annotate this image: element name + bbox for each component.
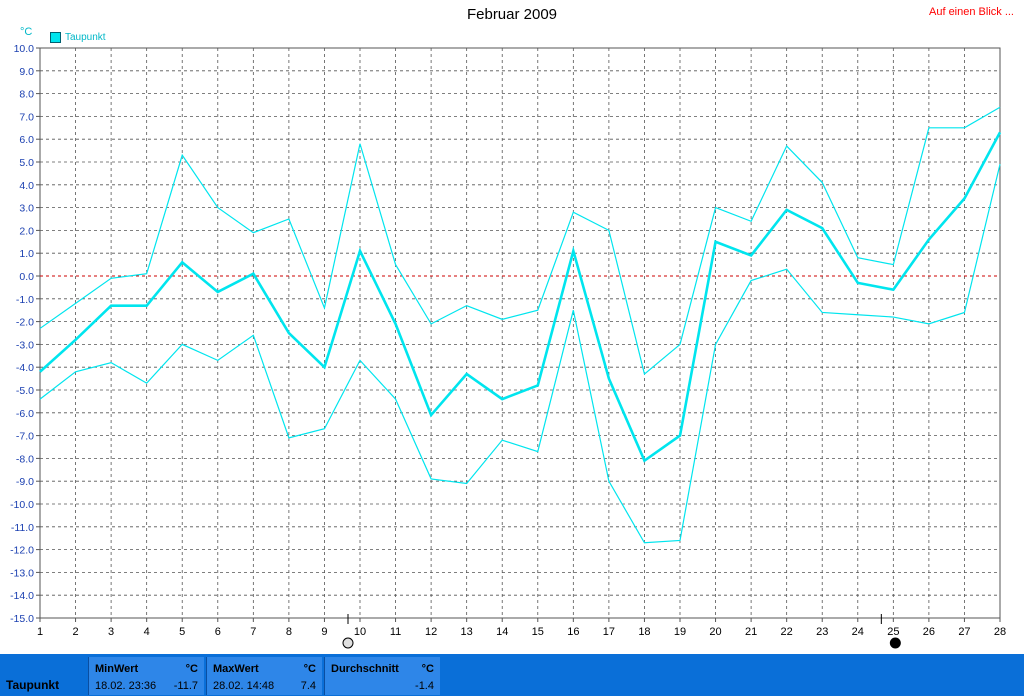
avg-unit: °C bbox=[421, 663, 434, 675]
x-tick-label: 25 bbox=[887, 626, 899, 638]
x-tick-label: 15 bbox=[532, 626, 544, 638]
x-tick-label: 16 bbox=[567, 626, 579, 638]
y-tick-label: -2.0 bbox=[16, 317, 34, 329]
min-value-box: MinWert °C 18.02. 23:36 -11.7 bbox=[88, 657, 204, 695]
legend: Taupunkt bbox=[50, 32, 106, 43]
x-tick-label: 2 bbox=[72, 626, 78, 638]
y-tick-label: -13.0 bbox=[10, 567, 34, 579]
y-tick-label: 4.0 bbox=[19, 180, 34, 192]
summary-bar: Taupunkt MinWert °C 18.02. 23:36 -11.7 M… bbox=[0, 654, 1024, 696]
y-tick-label: 10.0 bbox=[14, 43, 35, 55]
y-tick-label: 3.0 bbox=[19, 203, 34, 215]
x-tick-label: 21 bbox=[745, 626, 757, 638]
x-tick-label: 27 bbox=[958, 626, 970, 638]
y-tick-label: 8.0 bbox=[19, 89, 34, 101]
min-value: -11.7 bbox=[173, 680, 198, 692]
x-tick-label: 24 bbox=[852, 626, 864, 638]
x-tick-label: 28 bbox=[994, 626, 1006, 638]
x-tick-label: 1 bbox=[37, 626, 43, 638]
y-tick-label: -11.0 bbox=[11, 522, 34, 534]
summary-series-label: Taupunkt bbox=[6, 678, 60, 692]
x-tick-label: 19 bbox=[674, 626, 686, 638]
x-tick-label: 22 bbox=[781, 626, 793, 638]
min-date: 18.02. 23:36 bbox=[95, 680, 157, 692]
x-tick-label: 10 bbox=[354, 626, 366, 638]
y-tick-label: -1.0 bbox=[16, 294, 34, 306]
y-tick-label: -7.0 bbox=[16, 431, 34, 443]
x-tick-label: 9 bbox=[321, 626, 327, 638]
x-tick-label: 20 bbox=[709, 626, 721, 638]
x-tick-label: 8 bbox=[286, 626, 292, 638]
x-tick-label: 26 bbox=[923, 626, 935, 638]
legend-label: Taupunkt bbox=[65, 32, 106, 43]
y-tick-label: 9.0 bbox=[19, 66, 34, 78]
y-tick-label: -15.0 bbox=[10, 613, 34, 625]
plot-frame bbox=[39, 47, 1001, 619]
y-axis-unit: °C bbox=[20, 26, 33, 38]
y-tick-label: -14.0 bbox=[10, 590, 34, 602]
y-tick-label: -3.0 bbox=[16, 339, 34, 351]
y-tick-label: 5.0 bbox=[19, 157, 34, 169]
x-tick-label: 12 bbox=[425, 626, 437, 638]
max-value-box: MaxWert °C 28.02. 14:48 7.4 bbox=[206, 657, 322, 695]
chart-title: Februar 2009 bbox=[466, 6, 558, 23]
x-tick-label: 14 bbox=[496, 626, 508, 638]
y-tick-label: 7.0 bbox=[19, 111, 34, 123]
y-tick-label: -10.0 bbox=[10, 499, 34, 511]
x-tick-label: 3 bbox=[108, 626, 114, 638]
avg-label: Durchschnitt bbox=[331, 663, 399, 675]
y-tick-label: 2.0 bbox=[19, 225, 34, 237]
series-line-max bbox=[39, 106, 1001, 376]
x-tick-label: 11 bbox=[390, 626, 401, 638]
y-tick-label: -6.0 bbox=[16, 408, 34, 420]
x-tick-label: 13 bbox=[461, 626, 473, 638]
avg-value: -1.4 bbox=[415, 680, 434, 692]
max-label: MaxWert bbox=[213, 663, 259, 675]
max-value: 7.4 bbox=[300, 680, 316, 692]
full-moon-icon bbox=[342, 637, 354, 649]
x-tick-label: 18 bbox=[638, 626, 650, 638]
y-tick-label: 6.0 bbox=[19, 134, 34, 146]
y-tick-label: 1.0 bbox=[19, 248, 34, 260]
y-tick-label: -4.0 bbox=[16, 362, 34, 374]
max-date: 28.02. 14:48 bbox=[213, 680, 275, 692]
x-tick-label: 6 bbox=[215, 626, 221, 638]
x-tick-label: 7 bbox=[250, 626, 256, 638]
series-line-min bbox=[39, 164, 1001, 544]
min-unit: °C bbox=[185, 663, 198, 675]
x-tick-label: 4 bbox=[144, 626, 150, 638]
new-moon-icon bbox=[889, 637, 901, 649]
y-tick-label: -9.0 bbox=[16, 476, 34, 488]
x-tick-label: 5 bbox=[179, 626, 185, 638]
y-tick-label: -12.0 bbox=[10, 545, 34, 557]
y-tick-label: 0.0 bbox=[19, 271, 34, 283]
y-tick-label: -8.0 bbox=[16, 453, 34, 465]
x-tick-label: 17 bbox=[603, 626, 615, 638]
y-tick-label: -5.0 bbox=[16, 385, 34, 397]
max-unit: °C bbox=[303, 663, 316, 675]
avg-value-box: Durchschnitt °C -1.4 bbox=[324, 657, 440, 695]
overview-link[interactable]: Auf einen Blick ... bbox=[929, 6, 1014, 18]
legend-swatch bbox=[50, 32, 61, 43]
min-label: MinWert bbox=[95, 663, 139, 675]
series-line-avg bbox=[39, 131, 1002, 463]
dewpoint-chart: 10.0 9.0 8.0 7.0 6.0 5.0 4.0 3.0 2.0 1.0 0.0 -1.0 -2… bbox=[10, 43, 1006, 649]
x-tick-label: 23 bbox=[816, 626, 828, 638]
